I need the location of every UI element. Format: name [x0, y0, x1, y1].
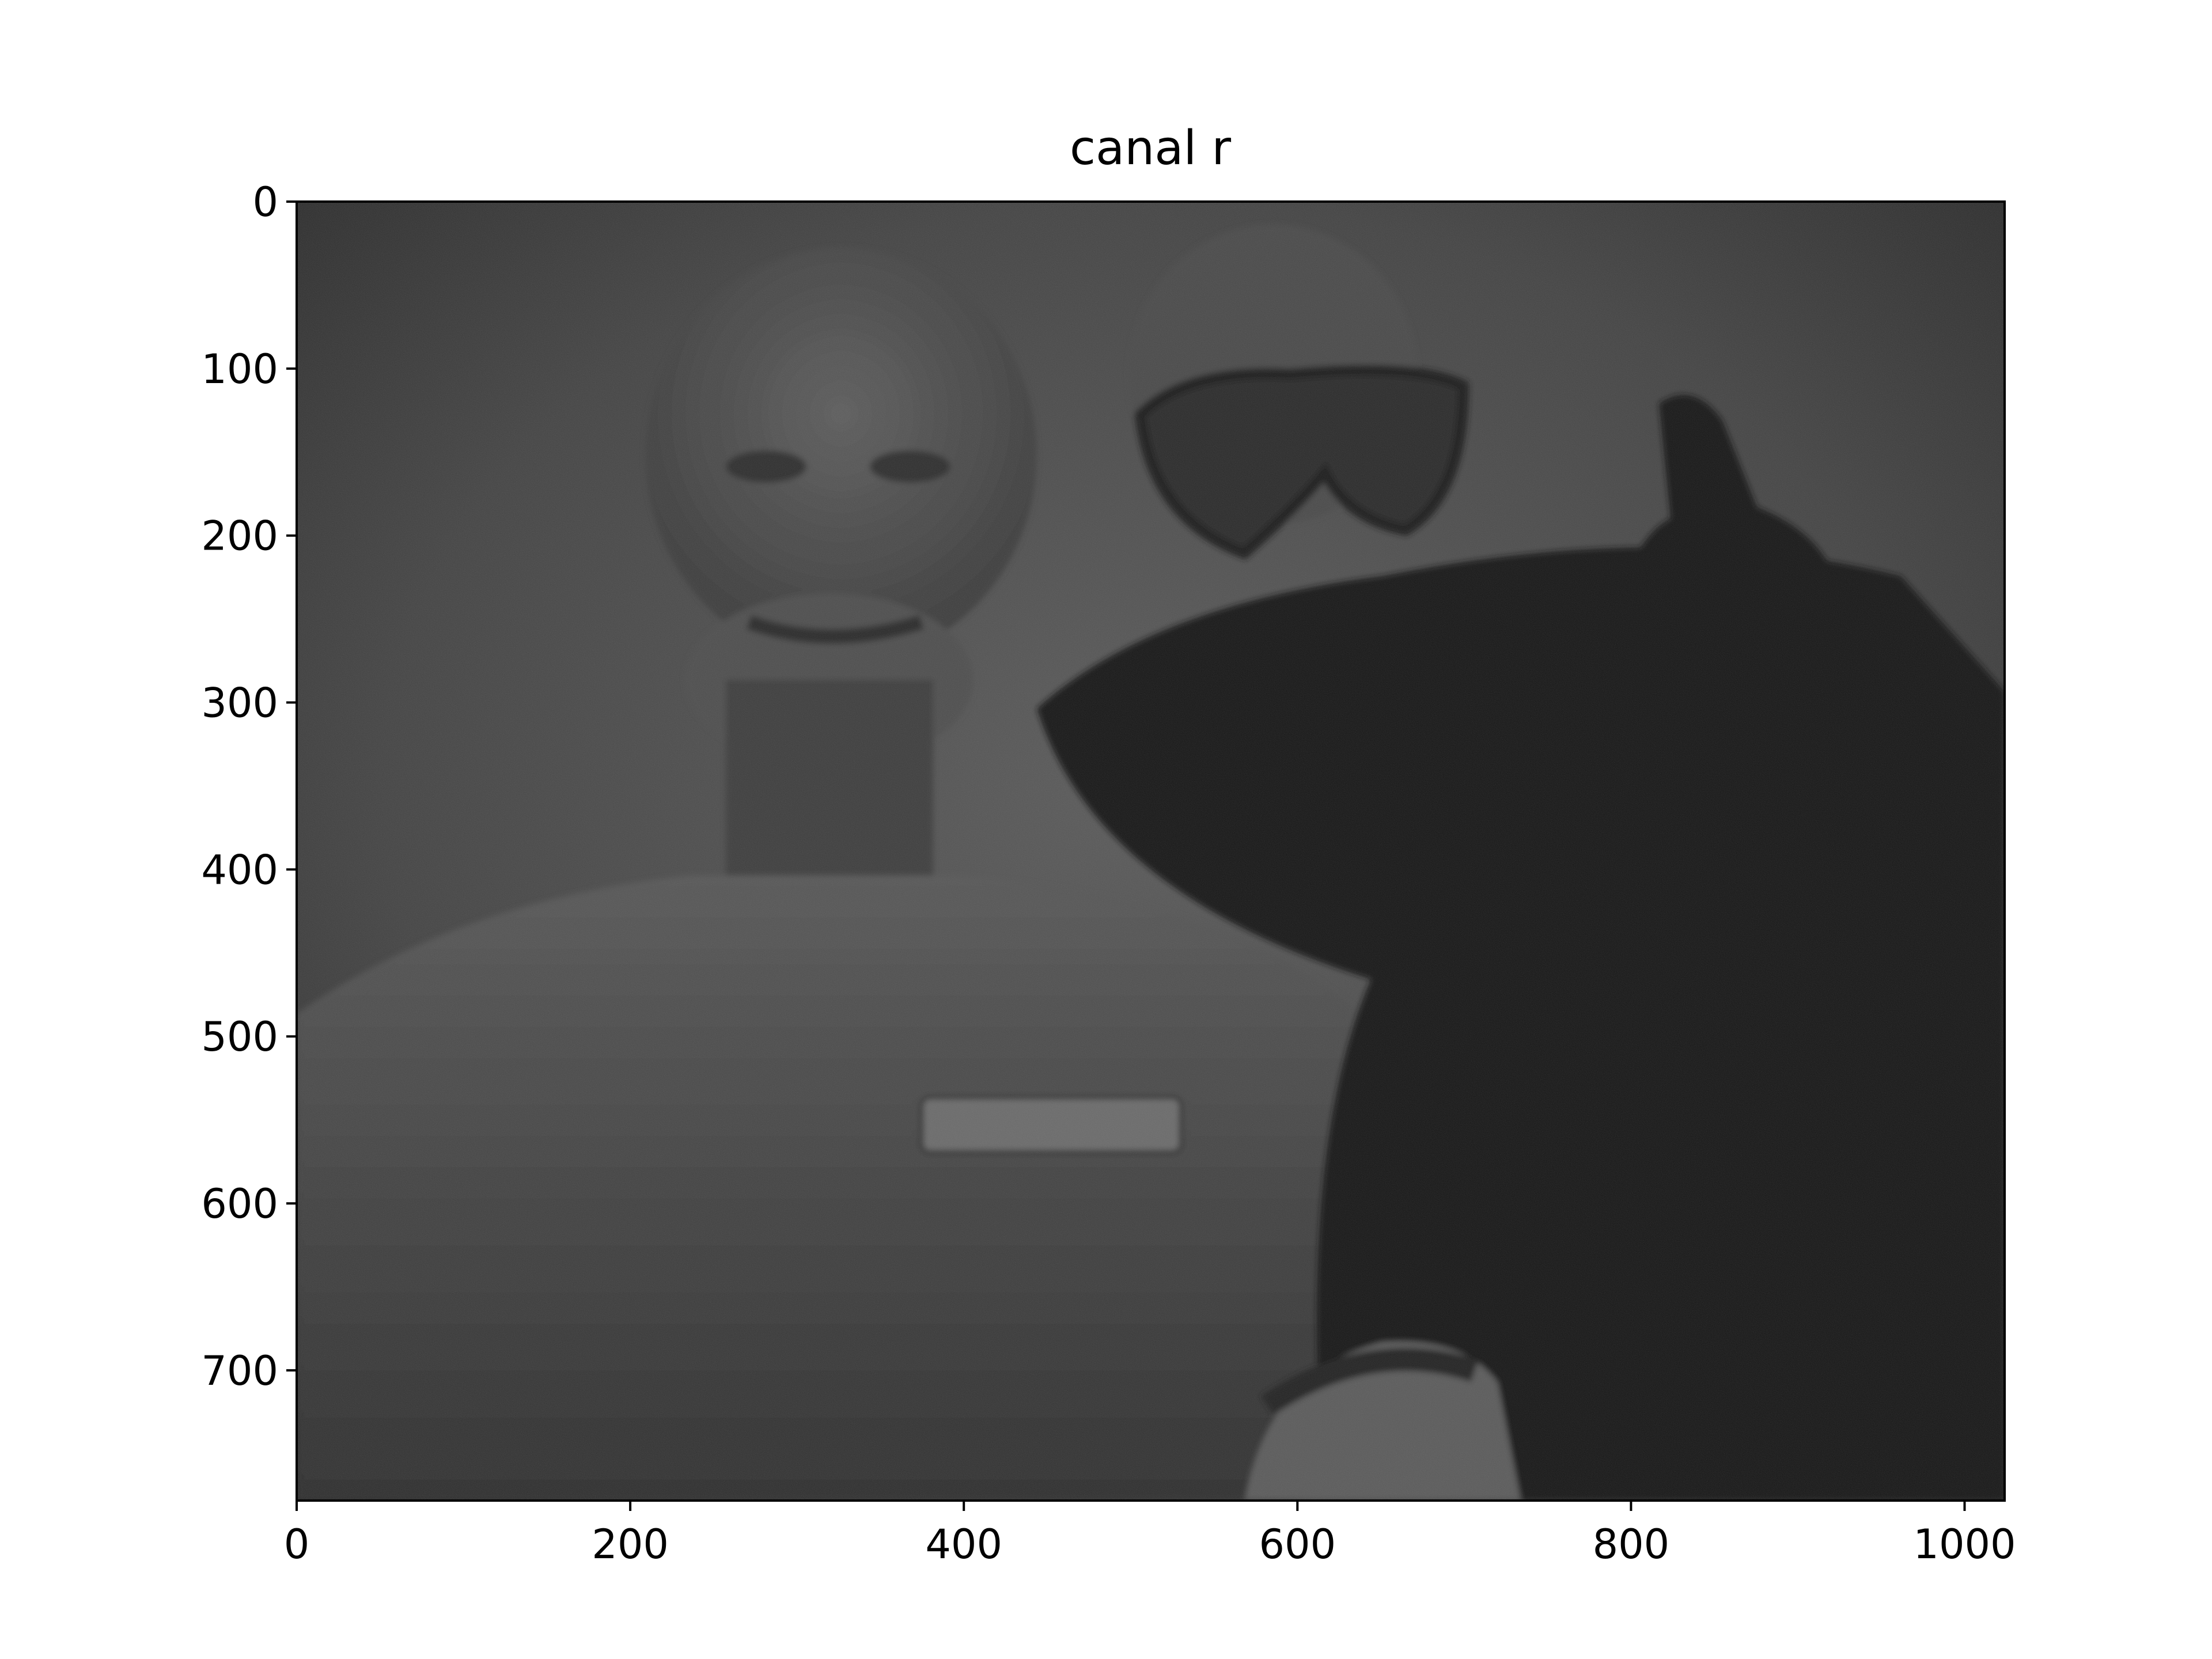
y-tick-label: 300 [201, 680, 278, 727]
x-tick-label: 1000 [1913, 1521, 2016, 1568]
y-tick-label: 0 [252, 179, 278, 226]
chart-title: canal r [1070, 121, 1231, 176]
axes-frame [296, 200, 2006, 1502]
x-tick-label: 600 [1259, 1521, 1336, 1568]
y-tick-label: 600 [201, 1180, 278, 1228]
x-tick-label: 0 [284, 1521, 310, 1568]
y-tick-label: 200 [201, 513, 278, 560]
x-tick-label: 400 [925, 1521, 1002, 1568]
x-tick-label: 800 [1593, 1521, 1670, 1568]
x-axis: 0 200 400 600 800 1000 [284, 1501, 2016, 1568]
y-tick-label: 700 [201, 1347, 278, 1395]
image-heatmap [297, 202, 2005, 1501]
y-tick-label: 400 [201, 846, 278, 893]
y-axis: 0 100 200 300 400 500 600 700 [201, 179, 297, 1395]
y-tick-label: 100 [201, 346, 278, 393]
x-tick-label: 200 [592, 1521, 669, 1568]
y-tick-label: 500 [201, 1013, 278, 1060]
